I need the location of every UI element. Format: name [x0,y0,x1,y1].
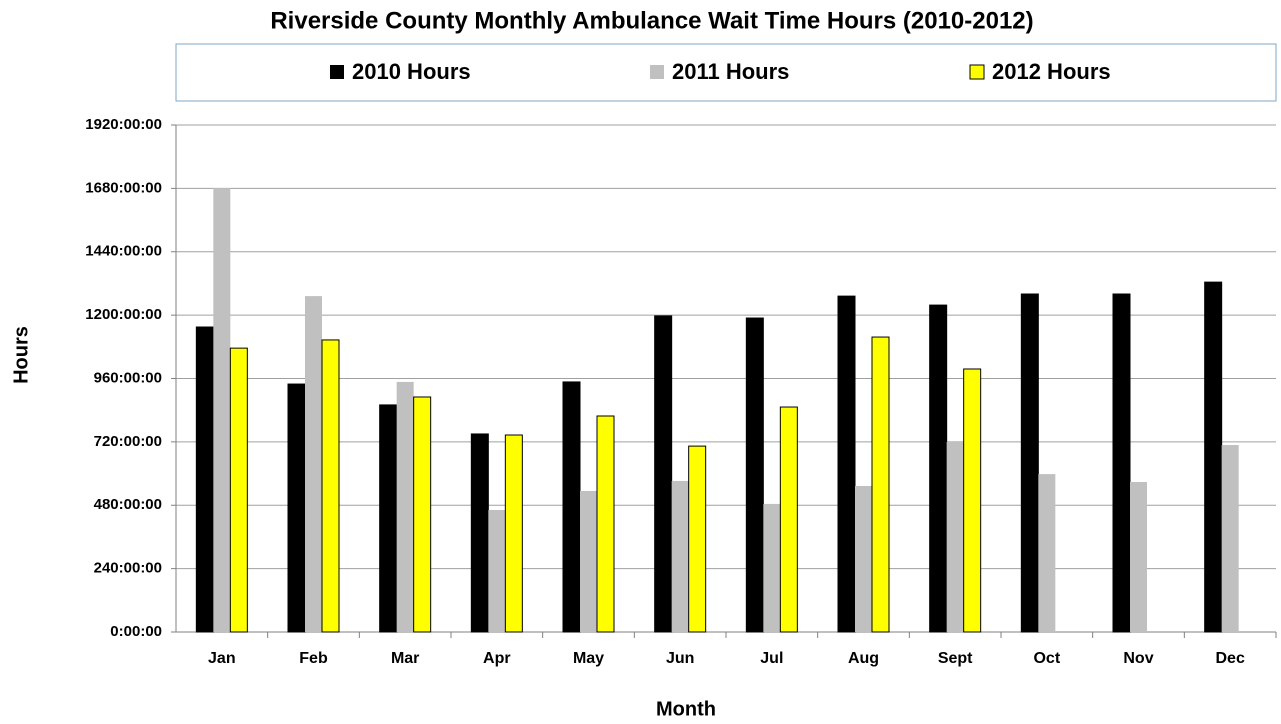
y-tick-label: 1680:00:00 [85,179,162,196]
bar [596,415,615,633]
bar [837,295,856,633]
y-tick-label: 480:00:00 [94,496,162,513]
bar [671,480,689,632]
bar [488,510,506,632]
x-tick-label: Jul [760,650,783,667]
bar [213,188,231,632]
bar [654,315,673,633]
bar [779,406,798,633]
bar [195,326,214,633]
x-tick-label: Oct [1033,650,1060,667]
bar [305,296,322,632]
bar [229,347,248,633]
chart-title: Riverside County Monthly Ambulance Wait … [270,7,1033,34]
bar [929,304,948,633]
bar [396,381,414,632]
y-tick-label: 1920:00:00 [85,116,162,133]
bar [287,383,306,633]
bar [1020,293,1039,633]
bar [1204,281,1223,633]
bar [855,485,872,632]
bar [580,490,597,632]
legend-box [175,43,1277,102]
x-tick-label: Aug [848,650,879,667]
y-axis-label: Hours [10,326,32,384]
y-tick-label: 1440:00:00 [85,243,162,260]
x-tick-label: Jan [208,650,236,667]
bar [1038,474,1056,632]
x-axis-label: Month [656,698,716,720]
y-tick-label: 720:00:00 [94,433,162,450]
bar [504,434,523,633]
bar [963,368,982,633]
bar [1130,482,1147,632]
legend-swatch [330,65,344,79]
bar [1221,445,1239,632]
bar [1112,293,1131,633]
bar [413,396,432,633]
legend-swatch [650,65,664,79]
x-tick-label: Mar [391,650,419,667]
x-tick-label: Nov [1123,650,1153,667]
bar [871,336,890,633]
y-tick-label: 1200:00:00 [85,306,162,323]
legend-swatch [969,64,985,80]
legend-label: 2011 Hours [672,59,789,84]
x-tick-label: May [573,650,604,667]
x-tick-label: Sept [938,650,973,667]
x-tick-label: Feb [299,650,328,667]
y-tick-label: 240:00:00 [94,560,162,577]
bar [763,503,781,632]
bar [562,381,581,633]
legend-label: 2010 Hours [352,59,471,84]
y-tick-label: 960:00:00 [94,369,162,386]
bar [745,317,764,633]
bar [379,404,398,633]
x-tick-label: Apr [483,650,511,667]
y-tick-label: 0:00:00 [110,623,162,640]
x-tick-label: Jun [666,650,694,667]
bar [321,339,340,633]
x-tick-label: Dec [1215,650,1244,667]
legend-label: 2012 Hours [992,59,1111,84]
bar [688,445,707,633]
bar [946,441,964,632]
bar [470,433,489,633]
